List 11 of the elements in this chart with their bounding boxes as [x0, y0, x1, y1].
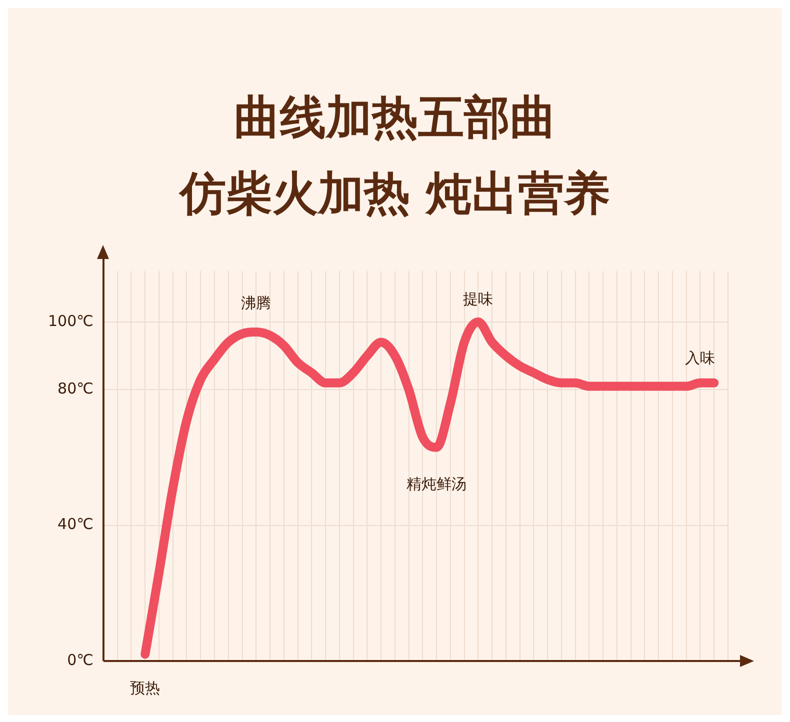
y-tick-label: 40℃: [58, 515, 94, 534]
chart-subtitle: 仿柴火加热 炖出营养: [178, 165, 611, 222]
annotation: 精炖鲜汤: [406, 475, 467, 494]
y-tick-label: 100℃: [48, 312, 94, 330]
chart-title: 曲线加热五部曲: [233, 89, 557, 146]
annotation: 提味: [463, 290, 494, 308]
annotation: 沸腾: [241, 294, 272, 312]
y-tick-label: 80℃: [58, 380, 94, 398]
y-tick-label: 0℃: [67, 650, 94, 669]
annotation: 入味: [685, 348, 716, 367]
text: 预热: [130, 678, 160, 697]
